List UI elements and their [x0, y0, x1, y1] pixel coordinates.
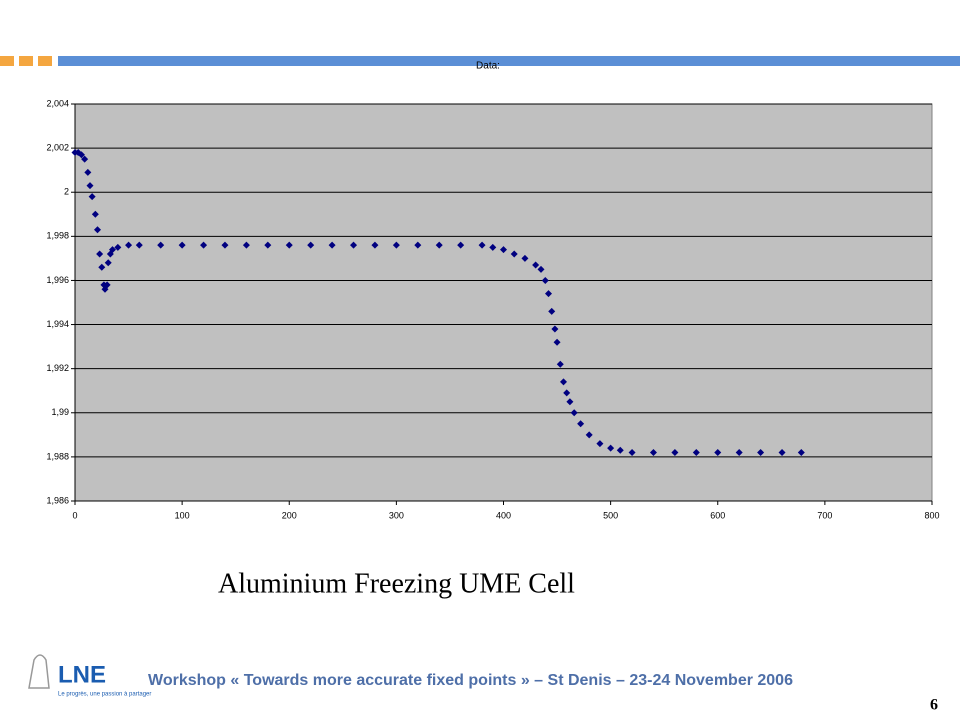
page-number: 6 [930, 697, 938, 714]
footer: Workshop « Towards more accurate fixed p… [148, 672, 793, 689]
y-tick-label: 1,994 [46, 319, 69, 329]
chart: 1,986 1,988 1,99 1,992 1,994 1,996 1,998 2 2,002… [46, 98, 939, 520]
x-tick-label: 400 [496, 510, 511, 520]
data-point [242, 241, 250, 249]
data-point [735, 448, 743, 456]
data-point [125, 241, 133, 249]
data-point [500, 246, 507, 254]
y-tick-label: 1,99 [51, 407, 69, 417]
chart-title: Data: [476, 61, 500, 72]
x-tick-label: 500 [603, 510, 618, 520]
x-tick-label: 800 [924, 510, 939, 520]
logo: LNE Le progrès, une passion à partager [28, 654, 151, 698]
data-point [371, 241, 379, 249]
data-point [521, 254, 529, 262]
data-point [86, 182, 94, 190]
data-point [84, 168, 92, 176]
data-point [178, 241, 186, 249]
data-point [532, 261, 540, 269]
x-tick-label: 0 [72, 510, 77, 520]
data-point [221, 241, 229, 249]
data-point [350, 241, 358, 249]
deco-bar [58, 56, 960, 66]
data-point [607, 444, 615, 452]
deco-square [0, 56, 14, 66]
data-point [96, 250, 104, 258]
data-point [135, 241, 143, 249]
data-point [88, 193, 96, 201]
caption: Aluminium Freezing UME Cell [218, 568, 575, 599]
data-point [510, 250, 518, 258]
data-point [797, 448, 805, 456]
data-point [98, 263, 106, 271]
data-point [556, 360, 564, 368]
data-point [285, 241, 293, 249]
data-point [563, 389, 571, 397]
data-point [628, 448, 636, 456]
data-point [489, 243, 497, 251]
data-point [108, 246, 116, 254]
data-point [566, 398, 574, 406]
data-point [585, 431, 593, 439]
data-point [457, 241, 465, 249]
data-point [114, 243, 122, 251]
logo-name: LNE [58, 661, 106, 688]
data-point [81, 155, 89, 163]
data-point [692, 448, 700, 456]
y-tick-label: 2,004 [46, 98, 69, 108]
y-tick-label: 2,002 [46, 142, 69, 152]
data-point [200, 241, 208, 249]
data-point [548, 307, 556, 315]
deco-square [19, 56, 33, 66]
data-point [77, 151, 85, 159]
y-tick-label: 1,996 [46, 275, 69, 285]
data-point [392, 241, 400, 249]
logo-figure [28, 654, 50, 689]
data-point [103, 281, 111, 289]
data-point [264, 241, 272, 249]
data-point [104, 259, 112, 267]
x-tick-label: 200 [282, 510, 297, 520]
x-tick-label: 300 [389, 510, 404, 520]
deco-square [38, 56, 52, 66]
plot-area [74, 103, 933, 502]
y-tick-label: 1,986 [46, 495, 69, 505]
y-tick-label: 1,992 [46, 363, 69, 373]
data-point [778, 448, 786, 456]
data-point [91, 210, 99, 218]
y-tick-label: 1,988 [46, 451, 69, 461]
data-point [671, 448, 679, 456]
data-point [435, 241, 443, 249]
data-point [307, 241, 315, 249]
data-point [577, 420, 585, 428]
x-tick-label: 700 [817, 510, 832, 520]
data-point [93, 226, 101, 234]
data-point [559, 378, 567, 386]
data-point [328, 241, 336, 249]
data-point [757, 448, 765, 456]
data-point [714, 448, 722, 456]
data-point [157, 241, 165, 249]
data-point [553, 338, 561, 346]
data-point [537, 265, 545, 273]
x-tick-label: 100 [175, 510, 190, 520]
data-point [541, 276, 549, 284]
data-point [649, 448, 657, 456]
data-point [544, 290, 552, 298]
data-point [596, 440, 604, 448]
data-point [414, 241, 422, 249]
data-point [616, 446, 624, 454]
x-tick-label: 600 [710, 510, 725, 520]
data-point [551, 325, 559, 333]
y-tick-label: 1,998 [46, 231, 69, 241]
logo-tagline: Le progrès, une passion à partager [58, 692, 151, 698]
data-point [478, 241, 486, 249]
y-tick-label: 2 [64, 187, 69, 197]
data-point [570, 409, 578, 417]
